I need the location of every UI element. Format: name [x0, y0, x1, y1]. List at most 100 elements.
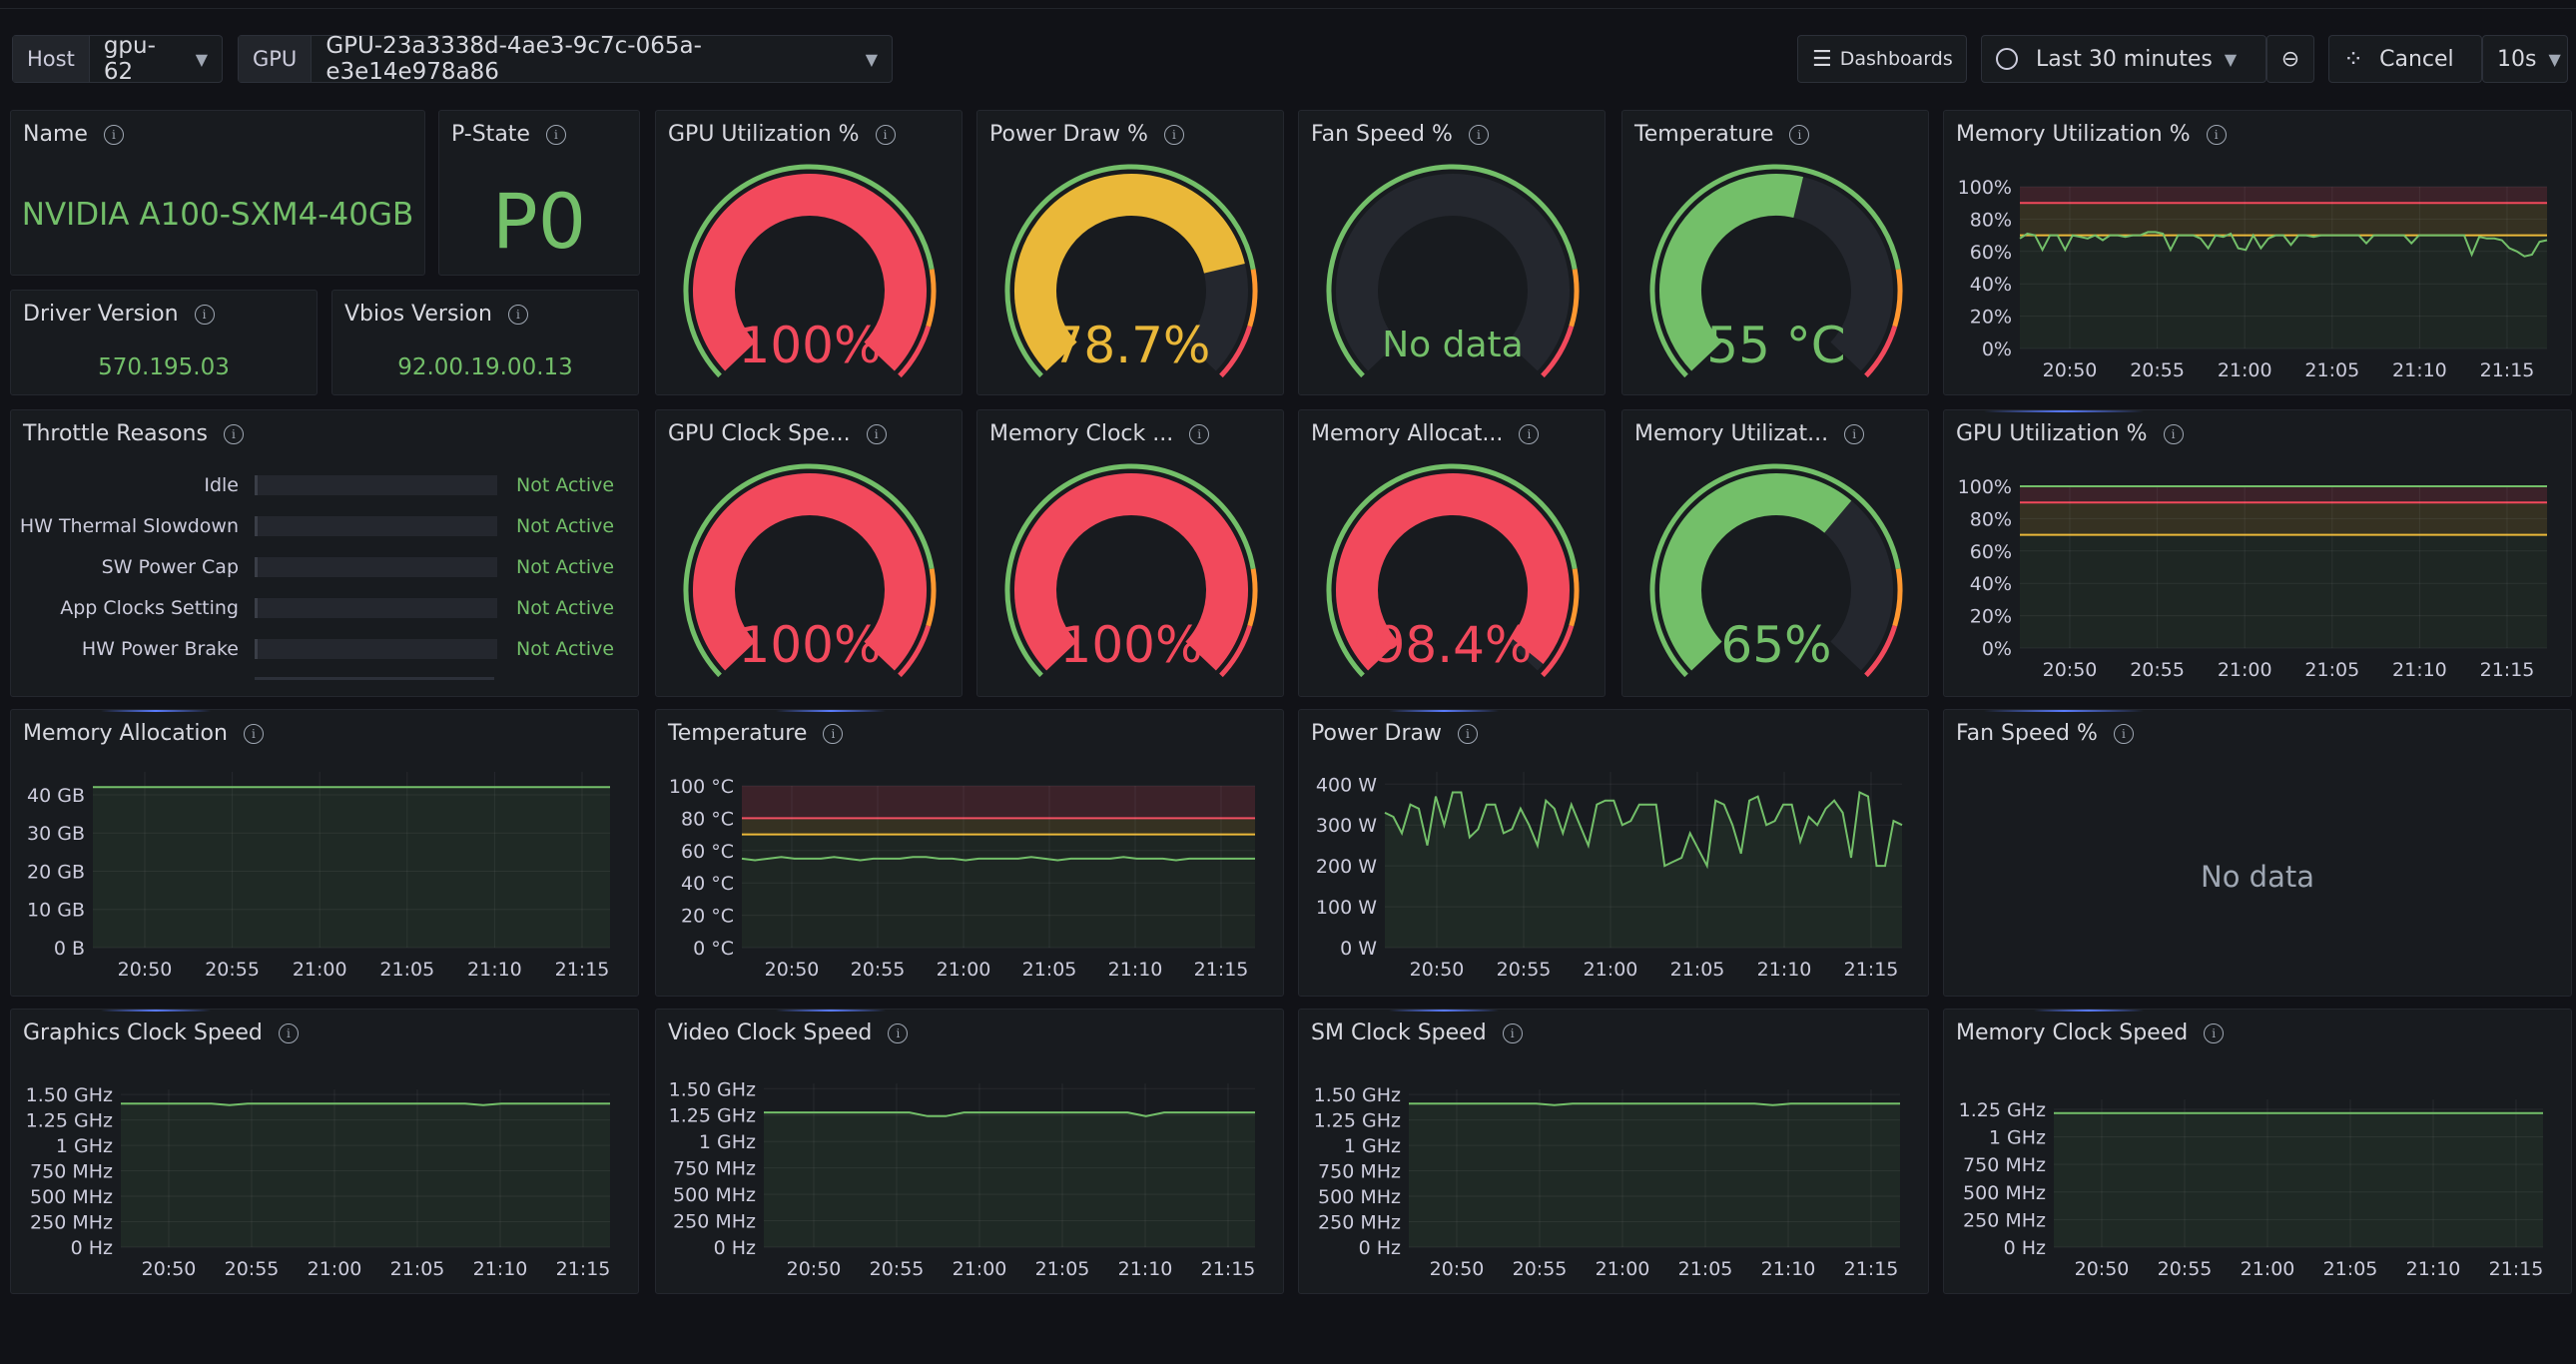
- info-icon[interactable]: i: [243, 723, 264, 744]
- info-icon[interactable]: i: [823, 723, 844, 744]
- driver-version-panel: Driver Version i 570.195.03: [10, 290, 318, 395]
- x-tick-label: 21:15: [555, 959, 610, 981]
- info-icon[interactable]: i: [2204, 1023, 2225, 1043]
- threshold-band-yellow: [2020, 502, 2547, 535]
- pstate-value: P0: [491, 177, 587, 266]
- zoom-out-button[interactable]: ⊖: [2266, 35, 2314, 83]
- gauge-threshold-band: [1219, 326, 1253, 378]
- threshold-band-green: [742, 834, 1255, 948]
- x-tick-label: 20:50: [765, 959, 820, 981]
- host-variable-picker[interactable]: Host gpu-62 ▼: [12, 33, 223, 85]
- throttle-row: App Clocks Setting Not Active: [11, 593, 638, 623]
- throttle-reason-bar: [255, 557, 497, 577]
- cancel-label: Cancel: [2379, 46, 2454, 72]
- info-icon[interactable]: i: [1502, 1023, 1523, 1043]
- series-line: [764, 1111, 1255, 1117]
- time-range-picker[interactable]: Last 30 minutes ▼: [1981, 35, 2266, 83]
- refresh-interval-picker[interactable]: 10s ▼: [2482, 35, 2568, 83]
- info-icon[interactable]: i: [507, 304, 528, 325]
- gauge-threshold-band: [1892, 568, 1903, 627]
- info-icon[interactable]: i: [888, 1023, 909, 1043]
- panel-title: Memory Clock ...: [989, 421, 1174, 446]
- x-tick-label: 20:55: [2130, 359, 2185, 381]
- info-icon[interactable]: i: [866, 423, 887, 444]
- info-icon[interactable]: i: [2163, 423, 2184, 444]
- info-icon[interactable]: i: [1844, 423, 1865, 444]
- gpu-value: GPU-23a3338d-4ae3-9c7c-065a-e3e14e978a86: [325, 33, 702, 85]
- info-icon[interactable]: i: [875, 124, 896, 145]
- host-label: Host: [13, 36, 90, 82]
- menu-icon: ☰: [1812, 46, 1832, 72]
- gauge-value-text: 100%: [1060, 616, 1203, 674]
- panel-title: Video Clock Speed: [668, 1021, 873, 1045]
- series-line: [2019, 231, 2548, 258]
- x-tick-label: 21:10: [467, 959, 522, 981]
- throttle-reason-status: Not Active: [516, 515, 615, 537]
- x-tick-label: 21:00: [953, 1258, 1007, 1280]
- y-tick-label: 0 Hz: [71, 1237, 113, 1259]
- info-icon[interactable]: i: [1189, 423, 1210, 444]
- x-tick-label: 21:05: [1670, 959, 1725, 981]
- info-icon[interactable]: i: [2206, 124, 2227, 145]
- series-area: [764, 1112, 1255, 1247]
- info-icon[interactable]: i: [1519, 423, 1540, 444]
- info-icon[interactable]: i: [223, 423, 244, 444]
- panel-title: Memory Allocat...: [1311, 421, 1504, 446]
- x-tick-label: 21:15: [1201, 1258, 1256, 1280]
- y-tick-label: 20 GB: [27, 861, 85, 883]
- chart-svg: 0 Hz 250 MHz 500 MHz 750 MHz 1 GHz 1.25 GHz 1.…: [26, 1084, 611, 1280]
- info-icon[interactable]: i: [545, 124, 566, 145]
- x-tick-label: 21:05: [1022, 959, 1077, 981]
- series-area: [1409, 1103, 1900, 1247]
- panel-title: GPU Utilization %: [1956, 421, 2148, 446]
- series-area: [1385, 792, 1902, 948]
- x-tick-label: 21:10: [1757, 959, 1812, 981]
- gpu-variable-picker[interactable]: GPU GPU-23a3338d-4ae3-9c7c-065a-e3e14e97…: [238, 33, 893, 85]
- gauge-svg: 100%: [683, 463, 937, 678]
- info-icon[interactable]: i: [1163, 124, 1184, 145]
- info-icon[interactable]: i: [1789, 124, 1810, 145]
- gauge-svg: 65%: [1649, 463, 1903, 678]
- info-icon[interactable]: i: [1457, 723, 1478, 744]
- y-tick-label: 40 °C: [681, 873, 734, 895]
- y-tick-label: 100%: [1958, 177, 2012, 199]
- gauge-value-text: 78.7%: [1052, 317, 1211, 374]
- gauge-value-arc: [1659, 174, 1803, 371]
- panel-title: Fan Speed %: [1956, 721, 2098, 746]
- x-tick-label: 20:50: [2075, 1258, 2130, 1280]
- cancel-button[interactable]: ⁘ Cancel: [2328, 35, 2482, 83]
- y-tick-label: 300 W: [1316, 815, 1377, 837]
- driver-version-value: 570.195.03: [98, 354, 230, 380]
- series-line: [1409, 1102, 1900, 1106]
- chart-svg: 0 °C 20 °C 40 °C 60 °C 80 °C 100 °C 20:50 20:55…: [669, 776, 1255, 981]
- info-icon[interactable]: i: [278, 1023, 299, 1043]
- y-tick-label: 0 Hz: [1359, 1237, 1401, 1259]
- y-tick-label: 1.50 GHz: [1314, 1084, 1401, 1106]
- gpu-name-value: NVIDIA A100-SXM4-40GB: [21, 197, 414, 233]
- throttle-reason-bar: [255, 516, 497, 536]
- x-tick-label: 21:10: [1761, 1258, 1816, 1280]
- info-icon[interactable]: i: [2113, 723, 2134, 744]
- x-tick-label: 20:55: [1497, 959, 1552, 981]
- gauge-threshold-band: [926, 568, 937, 627]
- dashboards-button[interactable]: ☰ Dashboards: [1797, 35, 1967, 83]
- throttle-reason-status: Not Active: [516, 638, 615, 660]
- gauge-threshold-band: [1569, 568, 1580, 627]
- y-tick-label: 100 W: [1316, 897, 1377, 919]
- gauge-threshold-band: [1892, 269, 1903, 328]
- gauge-threshold-band: [1864, 326, 1898, 378]
- gauge-threshold-band: [1004, 164, 1256, 378]
- throttle-reason-status: Not Active: [516, 556, 615, 578]
- gauge-svg: 100%: [683, 164, 937, 378]
- host-value: gpu-62: [103, 33, 156, 85]
- info-icon[interactable]: i: [1468, 124, 1489, 145]
- list-scroll-indicator: [255, 677, 494, 680]
- throttle-row: SW Power Cap Not Active: [11, 552, 638, 582]
- info-icon[interactable]: i: [194, 304, 215, 325]
- gauge-threshold-band: [1219, 625, 1253, 678]
- loading-indicator: [776, 1010, 886, 1012]
- info-icon[interactable]: i: [103, 124, 124, 145]
- x-tick-label: 20:55: [205, 959, 260, 981]
- y-tick-label: 100%: [1958, 476, 2012, 498]
- y-tick-label: 250 MHz: [1318, 1212, 1401, 1234]
